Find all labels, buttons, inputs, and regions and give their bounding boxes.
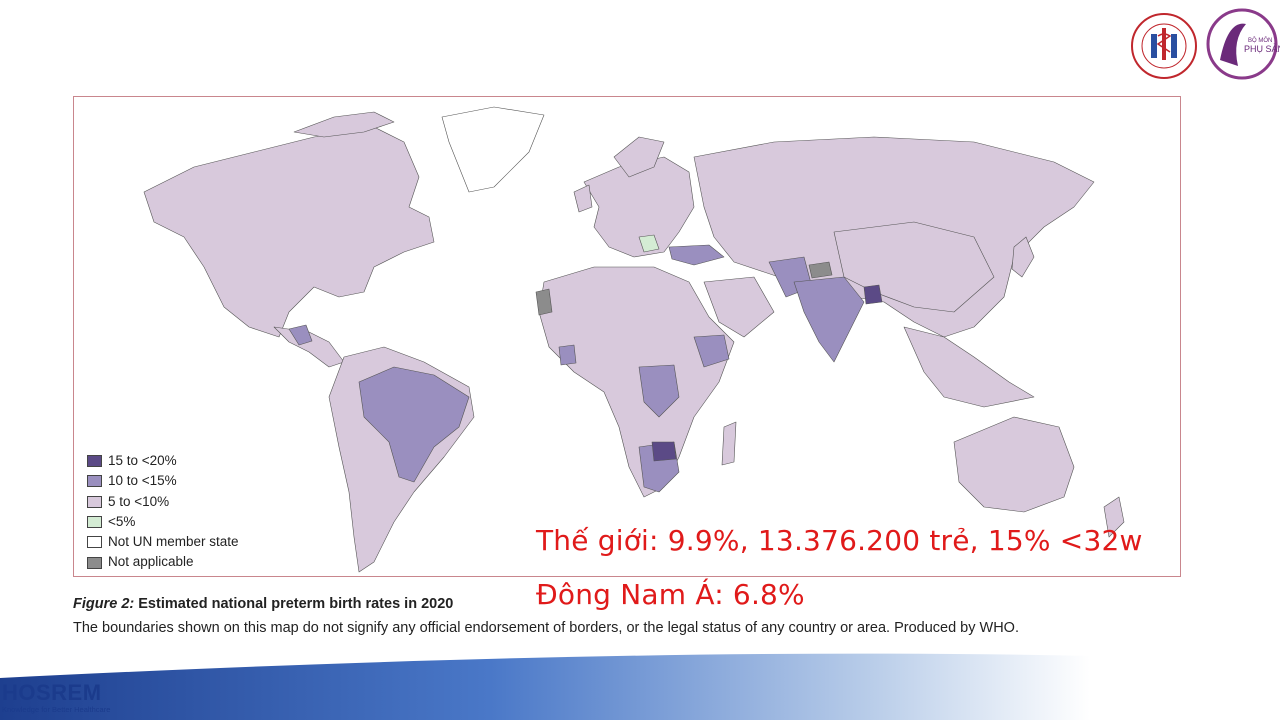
hosrem-logo: HOSREM bbox=[2, 680, 102, 705]
central-america-high bbox=[288, 324, 313, 346]
western-sahara bbox=[535, 288, 553, 316]
world-map-figure bbox=[73, 96, 1181, 577]
legend-item: 10 to <15% bbox=[87, 471, 239, 491]
figure-title: Estimated national preterm birth rates i… bbox=[138, 596, 454, 612]
legend-swatch bbox=[87, 455, 102, 468]
figure-caption: Figure 2: Estimated national preterm bir… bbox=[73, 596, 453, 612]
arabia bbox=[703, 276, 775, 338]
dept-logo-line2: PHỤ SẢN bbox=[1244, 43, 1280, 54]
dept-logo-line1: BỘ MÔN bbox=[1248, 37, 1272, 44]
new-zealand bbox=[1103, 496, 1125, 538]
map-legend: 15 to <20% 10 to <15% 5 to <10% <5% Not … bbox=[87, 451, 239, 573]
legend-item: <5% bbox=[87, 512, 239, 532]
madagascar bbox=[721, 421, 737, 466]
turkey bbox=[668, 244, 725, 266]
legend-label: Not UN member state bbox=[108, 534, 239, 550]
legend-swatch bbox=[87, 536, 102, 549]
figure-note: The boundaries shown on this map do not … bbox=[73, 620, 1019, 636]
university-logo-icon: BỘ MÔN PHỤ SẢN bbox=[1131, 8, 1280, 80]
central-america bbox=[273, 326, 345, 368]
southeast-asia bbox=[903, 326, 1035, 408]
bangladesh bbox=[863, 284, 883, 305]
legend-swatch bbox=[87, 556, 102, 569]
footer-gradient-band bbox=[0, 653, 1090, 720]
botswana bbox=[651, 441, 677, 462]
ethiopia bbox=[693, 334, 730, 368]
legend-swatch bbox=[87, 516, 102, 529]
legend-label: 15 to <20% bbox=[108, 453, 177, 468]
legend-item: 15 to <20% bbox=[87, 451, 239, 471]
japan bbox=[1011, 236, 1035, 278]
legend-swatch bbox=[87, 495, 102, 508]
legend-swatch bbox=[87, 475, 102, 488]
uk bbox=[573, 184, 593, 213]
legend-item: 5 to <10% bbox=[87, 492, 239, 512]
legend-label: 5 to <10% bbox=[108, 493, 170, 509]
brazil bbox=[358, 366, 470, 483]
greenland bbox=[441, 106, 545, 193]
header-logos: BỘ MÔN PHỤ SẢN bbox=[1120, 0, 1280, 88]
kashmir bbox=[808, 261, 833, 279]
balkans-low bbox=[638, 234, 660, 253]
west-africa-high bbox=[558, 344, 577, 366]
world-map bbox=[143, 106, 1125, 573]
southeast-asia-stat-text: Đông Nam Á: 6.8% bbox=[536, 578, 805, 611]
world-stat-text: Thế giới: 9.9%, 13.376.200 trẻ, 15% <32w bbox=[536, 524, 1143, 557]
north-america bbox=[143, 126, 435, 338]
legend-label: Not applicable bbox=[108, 554, 194, 570]
legend-item: Not applicable bbox=[87, 552, 239, 572]
africa bbox=[538, 266, 735, 498]
legend-label: 10 to <15% bbox=[108, 473, 177, 489]
india bbox=[793, 276, 865, 363]
congo bbox=[638, 364, 680, 418]
scandinavia bbox=[613, 136, 665, 178]
hosrem-tagline: Knowledge for Better Healthcare bbox=[2, 705, 111, 714]
figure-label: Figure 2: bbox=[73, 596, 135, 612]
legend-label: <5% bbox=[108, 513, 136, 529]
arctic-islands bbox=[293, 111, 395, 138]
legend-item: Not UN member state bbox=[87, 532, 239, 552]
australia bbox=[953, 416, 1075, 513]
